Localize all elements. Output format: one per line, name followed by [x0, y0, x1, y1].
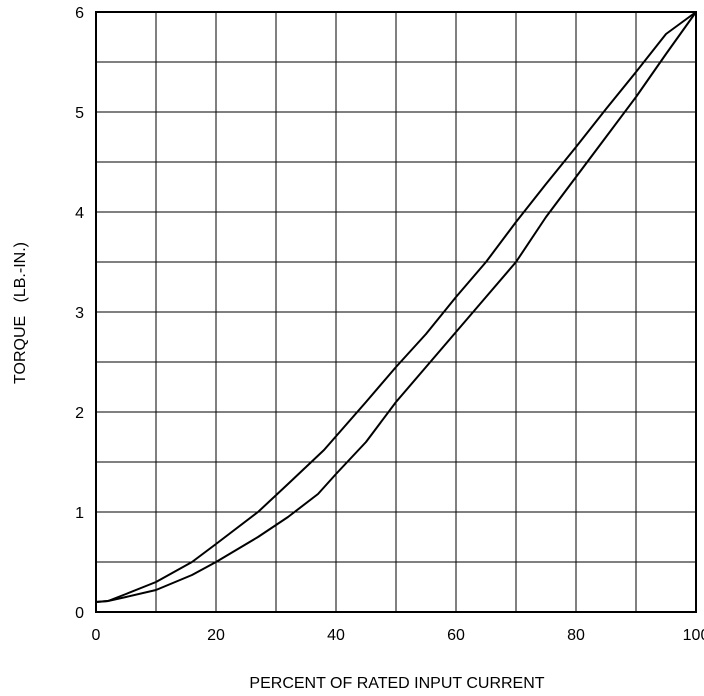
x-tick-label: 40	[327, 627, 345, 644]
plot-frame	[95, 11, 697, 613]
y-tick-label: 5	[75, 105, 84, 122]
x-tick-label: 100	[683, 627, 704, 644]
x-axis-title: PERCENT OF RATED INPUT CURRENT	[249, 675, 544, 692]
x-tick-labels: 0 20 40 60 80 100	[92, 627, 704, 644]
x-tick-label: 20	[207, 627, 225, 644]
grid	[96, 12, 696, 612]
y-tick-label: 1	[75, 505, 84, 522]
y-tick-label: 0	[75, 605, 84, 622]
series-line-1	[95, 11, 697, 603]
y-axis-title: TORQUE (LB.-IN.)	[12, 242, 29, 384]
y-tick-labels: 0 1 2 3 4 5 6	[75, 5, 84, 622]
x-tick-label: 80	[567, 627, 585, 644]
x-tick-label: 0	[92, 627, 101, 644]
y-tick-label: 2	[75, 405, 84, 422]
x-tick-label: 60	[447, 627, 465, 644]
y-tick-label: 3	[75, 305, 84, 322]
y-tick-label: 6	[75, 5, 84, 22]
series-line-2	[95, 11, 697, 603]
y-tick-label: 4	[75, 205, 84, 222]
series-group	[95, 11, 697, 603]
